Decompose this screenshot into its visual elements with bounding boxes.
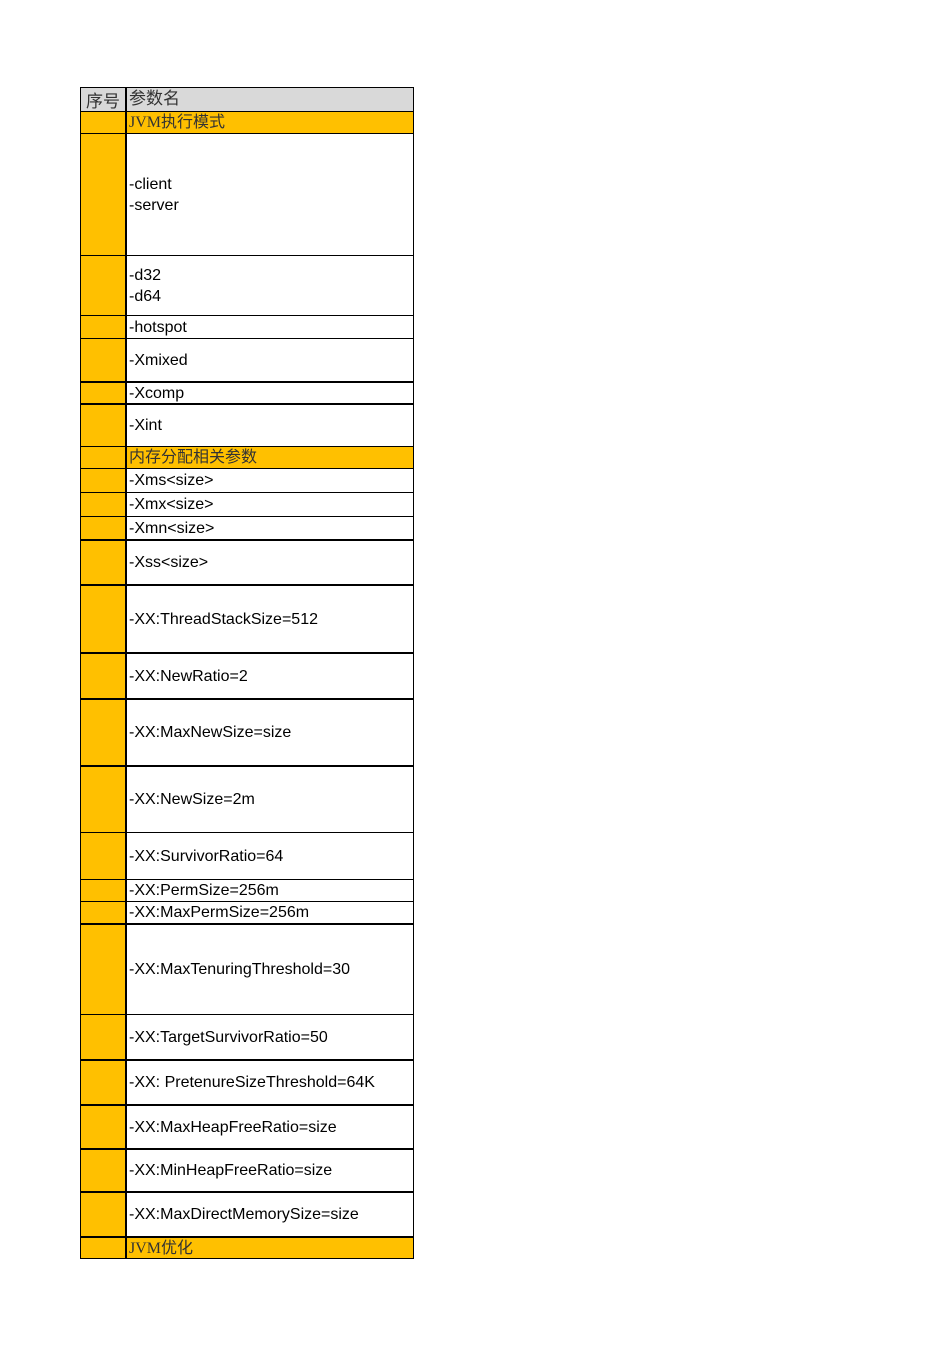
index-cell (81, 517, 127, 539)
param-name-cell: -XX:TargetSurvivorRatio=50 (129, 1028, 328, 1046)
index-cell (81, 902, 127, 923)
table-row: -XX:TargetSurvivorRatio=50 (81, 1014, 413, 1059)
index-cell (81, 880, 127, 901)
param-name-cell: -Xss<size> (129, 554, 209, 571)
param-name-cell: -Xmn<size> (129, 519, 215, 537)
section-row: JVM执行模式 (81, 111, 413, 133)
index-cell (81, 654, 127, 698)
index-cell (81, 586, 127, 652)
index-cell (81, 112, 127, 133)
param-name-cell: -Xms<size> (129, 472, 214, 489)
param-name-cell: -XX:ThreadStackSize=512 (129, 610, 318, 628)
table-row: -XX: PretenureSizeThreshold=64K (81, 1059, 413, 1104)
table-row: -XX:MaxNewSize=size (81, 698, 413, 765)
param-name-cell: -hotspot (129, 318, 187, 336)
index-cell (81, 339, 127, 381)
index-cell (81, 383, 127, 403)
table-row: -Xmixed (81, 338, 413, 381)
table-row: -Xint (81, 403, 413, 446)
table-row: -client -server (81, 133, 413, 255)
param-name-cell: -XX:PermSize=256m (129, 882, 279, 899)
section-label: JVM优化 (127, 1238, 413, 1258)
table-row: -Xcomp (81, 381, 413, 403)
index-cell (81, 447, 127, 468)
header-index: 序号 (81, 88, 127, 112)
table-row: -XX:MinHeapFreeRatio=size (81, 1148, 413, 1191)
index-cell (81, 541, 127, 584)
section-label: JVM执行模式 (127, 112, 413, 133)
table-row: -XX:MaxTenuringThreshold=30 (81, 923, 413, 1014)
index-cell (81, 405, 127, 446)
table-row: -XX:MaxHeapFreeRatio=size (81, 1104, 413, 1148)
param-name-cell: -XX:NewRatio=2 (129, 667, 248, 685)
index-cell (81, 1193, 127, 1236)
parameter-table: 序号 参数名 JVM执行模式 -client -server -d32 -d64 -h… (80, 87, 414, 1259)
param-name-cell: -d32 -d64 (129, 266, 162, 305)
table-row: -XX:NewRatio=2 (81, 652, 413, 698)
param-name-cell: -XX: PretenureSizeThreshold=64K (129, 1074, 375, 1091)
table-header: 序号 参数名 (81, 88, 413, 112)
param-name-cell: -XX:MaxNewSize=size (129, 724, 292, 741)
param-name-cell: -XX:MaxHeapFreeRatio=size (129, 1118, 337, 1136)
index-cell (81, 1238, 127, 1258)
param-name-cell: -Xmixed (129, 351, 188, 369)
table-row: -Xss<size> (81, 539, 413, 584)
index-cell (81, 925, 127, 1014)
section-row: 内存分配相关参数 (81, 446, 413, 468)
param-name-cell: -XX:MaxDirectMemorySize=size (129, 1206, 359, 1223)
table-row: -XX:SurvivorRatio=64 (81, 832, 413, 879)
index-cell (81, 316, 127, 338)
table-row: -Xmn<size> (81, 516, 413, 539)
index-cell (81, 1106, 127, 1148)
table-row: -XX:MaxDirectMemorySize=size (81, 1191, 413, 1236)
index-cell (81, 256, 127, 315)
table-row: -Xms<size> (81, 468, 413, 492)
section-row: JVM优化 (81, 1236, 413, 1258)
index-cell (81, 767, 127, 832)
index-cell (81, 700, 127, 765)
header-param-name: 参数名 (127, 88, 413, 111)
index-cell (81, 493, 127, 516)
index-cell (81, 1015, 127, 1059)
table-row: -d32 -d64 (81, 255, 413, 315)
index-cell (81, 1150, 127, 1191)
index-cell (81, 1061, 127, 1104)
param-name-cell: -Xint (129, 417, 162, 434)
index-cell (81, 134, 127, 255)
table-row: -XX:ThreadStackSize=512 (81, 584, 413, 652)
param-name-cell: -XX:MaxTenuringThreshold=30 (129, 961, 351, 978)
param-name-cell: -Xcomp (129, 384, 185, 402)
section-label: 内存分配相关参数 (127, 447, 413, 468)
param-name-cell: -XX:MinHeapFreeRatio=size (129, 1162, 333, 1179)
index-cell (81, 833, 127, 879)
table-row: -Xmx<size> (81, 492, 413, 516)
param-name-cell: -Xmx<size> (129, 496, 214, 513)
index-cell (81, 469, 127, 492)
table-row: -hotspot (81, 315, 413, 338)
table-row: -XX:PermSize=256m (81, 879, 413, 901)
param-name-cell: -XX:NewSize=2m (129, 791, 255, 808)
table-row: -XX:MaxPermSize=256m (81, 901, 413, 923)
param-name-cell: -XX:SurvivorRatio=64 (129, 847, 284, 865)
param-name-cell: -client -server (129, 175, 179, 214)
param-name-cell: -XX:MaxPermSize=256m (129, 904, 310, 921)
table-row: -XX:NewSize=2m (81, 765, 413, 832)
